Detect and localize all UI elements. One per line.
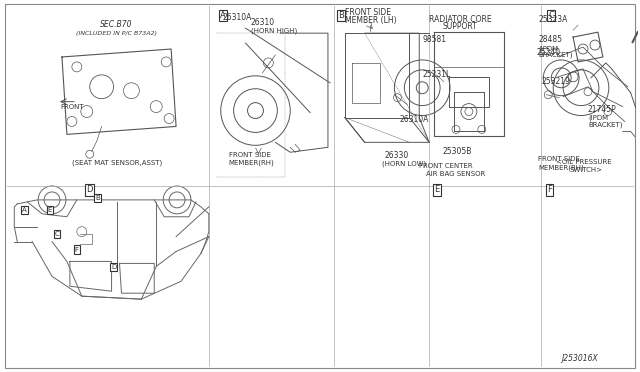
Text: A: A xyxy=(220,11,226,20)
Text: (IPDM: (IPDM xyxy=(538,45,559,52)
Text: <OIL PRESSURE: <OIL PRESSURE xyxy=(556,159,612,165)
Text: (IPDM: (IPDM xyxy=(588,115,608,121)
Text: BRACKET): BRACKET) xyxy=(538,52,573,58)
Text: SEC.B70: SEC.B70 xyxy=(100,20,132,29)
Text: RADIATOR CORE: RADIATOR CORE xyxy=(429,15,492,24)
Text: SWITCH>: SWITCH> xyxy=(569,167,602,173)
Text: B: B xyxy=(95,195,100,201)
Text: MEMBER (LH): MEMBER (LH) xyxy=(345,16,396,25)
Text: A: A xyxy=(22,207,27,213)
Text: C: C xyxy=(548,11,554,20)
Text: 98581: 98581 xyxy=(422,35,446,44)
Text: (INCLUDED IN P/C B73A2): (INCLUDED IN P/C B73A2) xyxy=(76,31,157,36)
Text: 26330: 26330 xyxy=(385,151,409,160)
Text: SUPPORT: SUPPORT xyxy=(442,22,477,31)
Text: C: C xyxy=(54,231,60,237)
Text: (HORN LOW): (HORN LOW) xyxy=(381,160,426,167)
Text: 25305B: 25305B xyxy=(442,147,472,156)
Text: J253016X: J253016X xyxy=(561,354,598,363)
Text: F: F xyxy=(75,247,79,253)
Text: FRONT: FRONT xyxy=(60,103,84,110)
Text: FRONT CENTER: FRONT CENTER xyxy=(419,163,473,169)
Text: BRACKET): BRACKET) xyxy=(588,121,623,128)
Text: F: F xyxy=(547,186,552,195)
Text: FRONT SIDE: FRONT SIDE xyxy=(228,152,271,158)
Text: MEMBER(RH): MEMBER(RH) xyxy=(538,164,584,171)
Text: 253219: 253219 xyxy=(541,77,570,86)
Text: 26310A: 26310A xyxy=(399,115,429,125)
Text: 28485: 28485 xyxy=(538,35,563,44)
Text: D: D xyxy=(111,264,116,270)
Text: E: E xyxy=(48,207,52,213)
Text: 25231L: 25231L xyxy=(422,70,451,79)
Text: 26310A: 26310A xyxy=(223,13,252,22)
Text: (SEAT MAT SENSOR,ASST): (SEAT MAT SENSOR,ASST) xyxy=(72,159,162,166)
Text: 21745P: 21745P xyxy=(588,105,617,113)
Text: 25240: 25240 xyxy=(536,48,561,57)
Text: (HORN HIGH): (HORN HIGH) xyxy=(250,27,297,33)
Text: FRONT SIDE: FRONT SIDE xyxy=(538,156,580,162)
Text: D: D xyxy=(86,186,93,195)
Text: 25323A: 25323A xyxy=(538,15,568,24)
Text: E: E xyxy=(435,186,440,195)
Text: B: B xyxy=(338,11,344,20)
Text: AIR BAG SENSOR: AIR BAG SENSOR xyxy=(426,171,486,177)
Text: FRONT SIDE: FRONT SIDE xyxy=(345,8,391,17)
Text: MEMBER(RH): MEMBER(RH) xyxy=(228,159,275,166)
Text: 26310: 26310 xyxy=(250,18,275,27)
